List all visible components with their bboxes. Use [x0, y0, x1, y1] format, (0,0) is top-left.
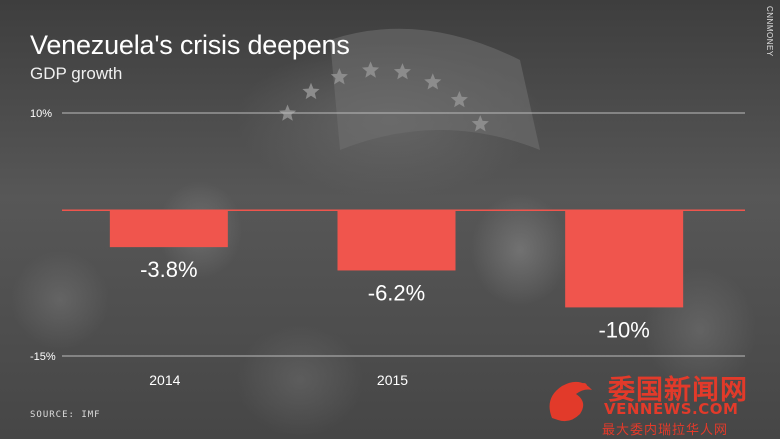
data-label: -6.2%: [368, 280, 425, 305]
watermark-english: VENNEWS.COM: [604, 400, 739, 418]
y-tick-label: 10%: [30, 108, 52, 120]
x-tick-label: 2015: [377, 372, 408, 388]
watermark-chinese: 委国新闻网: [608, 375, 748, 406]
flag-star-icon: [450, 91, 468, 108]
chart-subtitle: GDP growth: [30, 64, 123, 83]
flag-star-icon: [424, 73, 442, 90]
flag-star-icon: [393, 63, 411, 80]
bar-2016: [565, 210, 684, 308]
watermark-tagline: 最大委内瑞拉华人网: [602, 423, 729, 438]
x-tick-label: 2014: [149, 372, 180, 388]
dragon-logo-icon: [549, 381, 592, 422]
chart-title: Venezuela's crisis deepens: [30, 30, 350, 60]
flag-star-icon: [362, 61, 380, 78]
flag-star-icon: [471, 115, 489, 132]
credit-label: CNNMONEY: [765, 6, 774, 57]
flag-star-icon: [302, 82, 320, 100]
y-tick-label: -15%: [30, 351, 56, 363]
data-label: -10%: [598, 317, 649, 342]
data-label: -3.8%: [140, 257, 197, 282]
bar-2015: [337, 210, 456, 271]
flag-star-icon: [330, 68, 348, 85]
source-note: SOURCE: IMF: [30, 410, 101, 420]
bar-2014: [109, 210, 228, 248]
